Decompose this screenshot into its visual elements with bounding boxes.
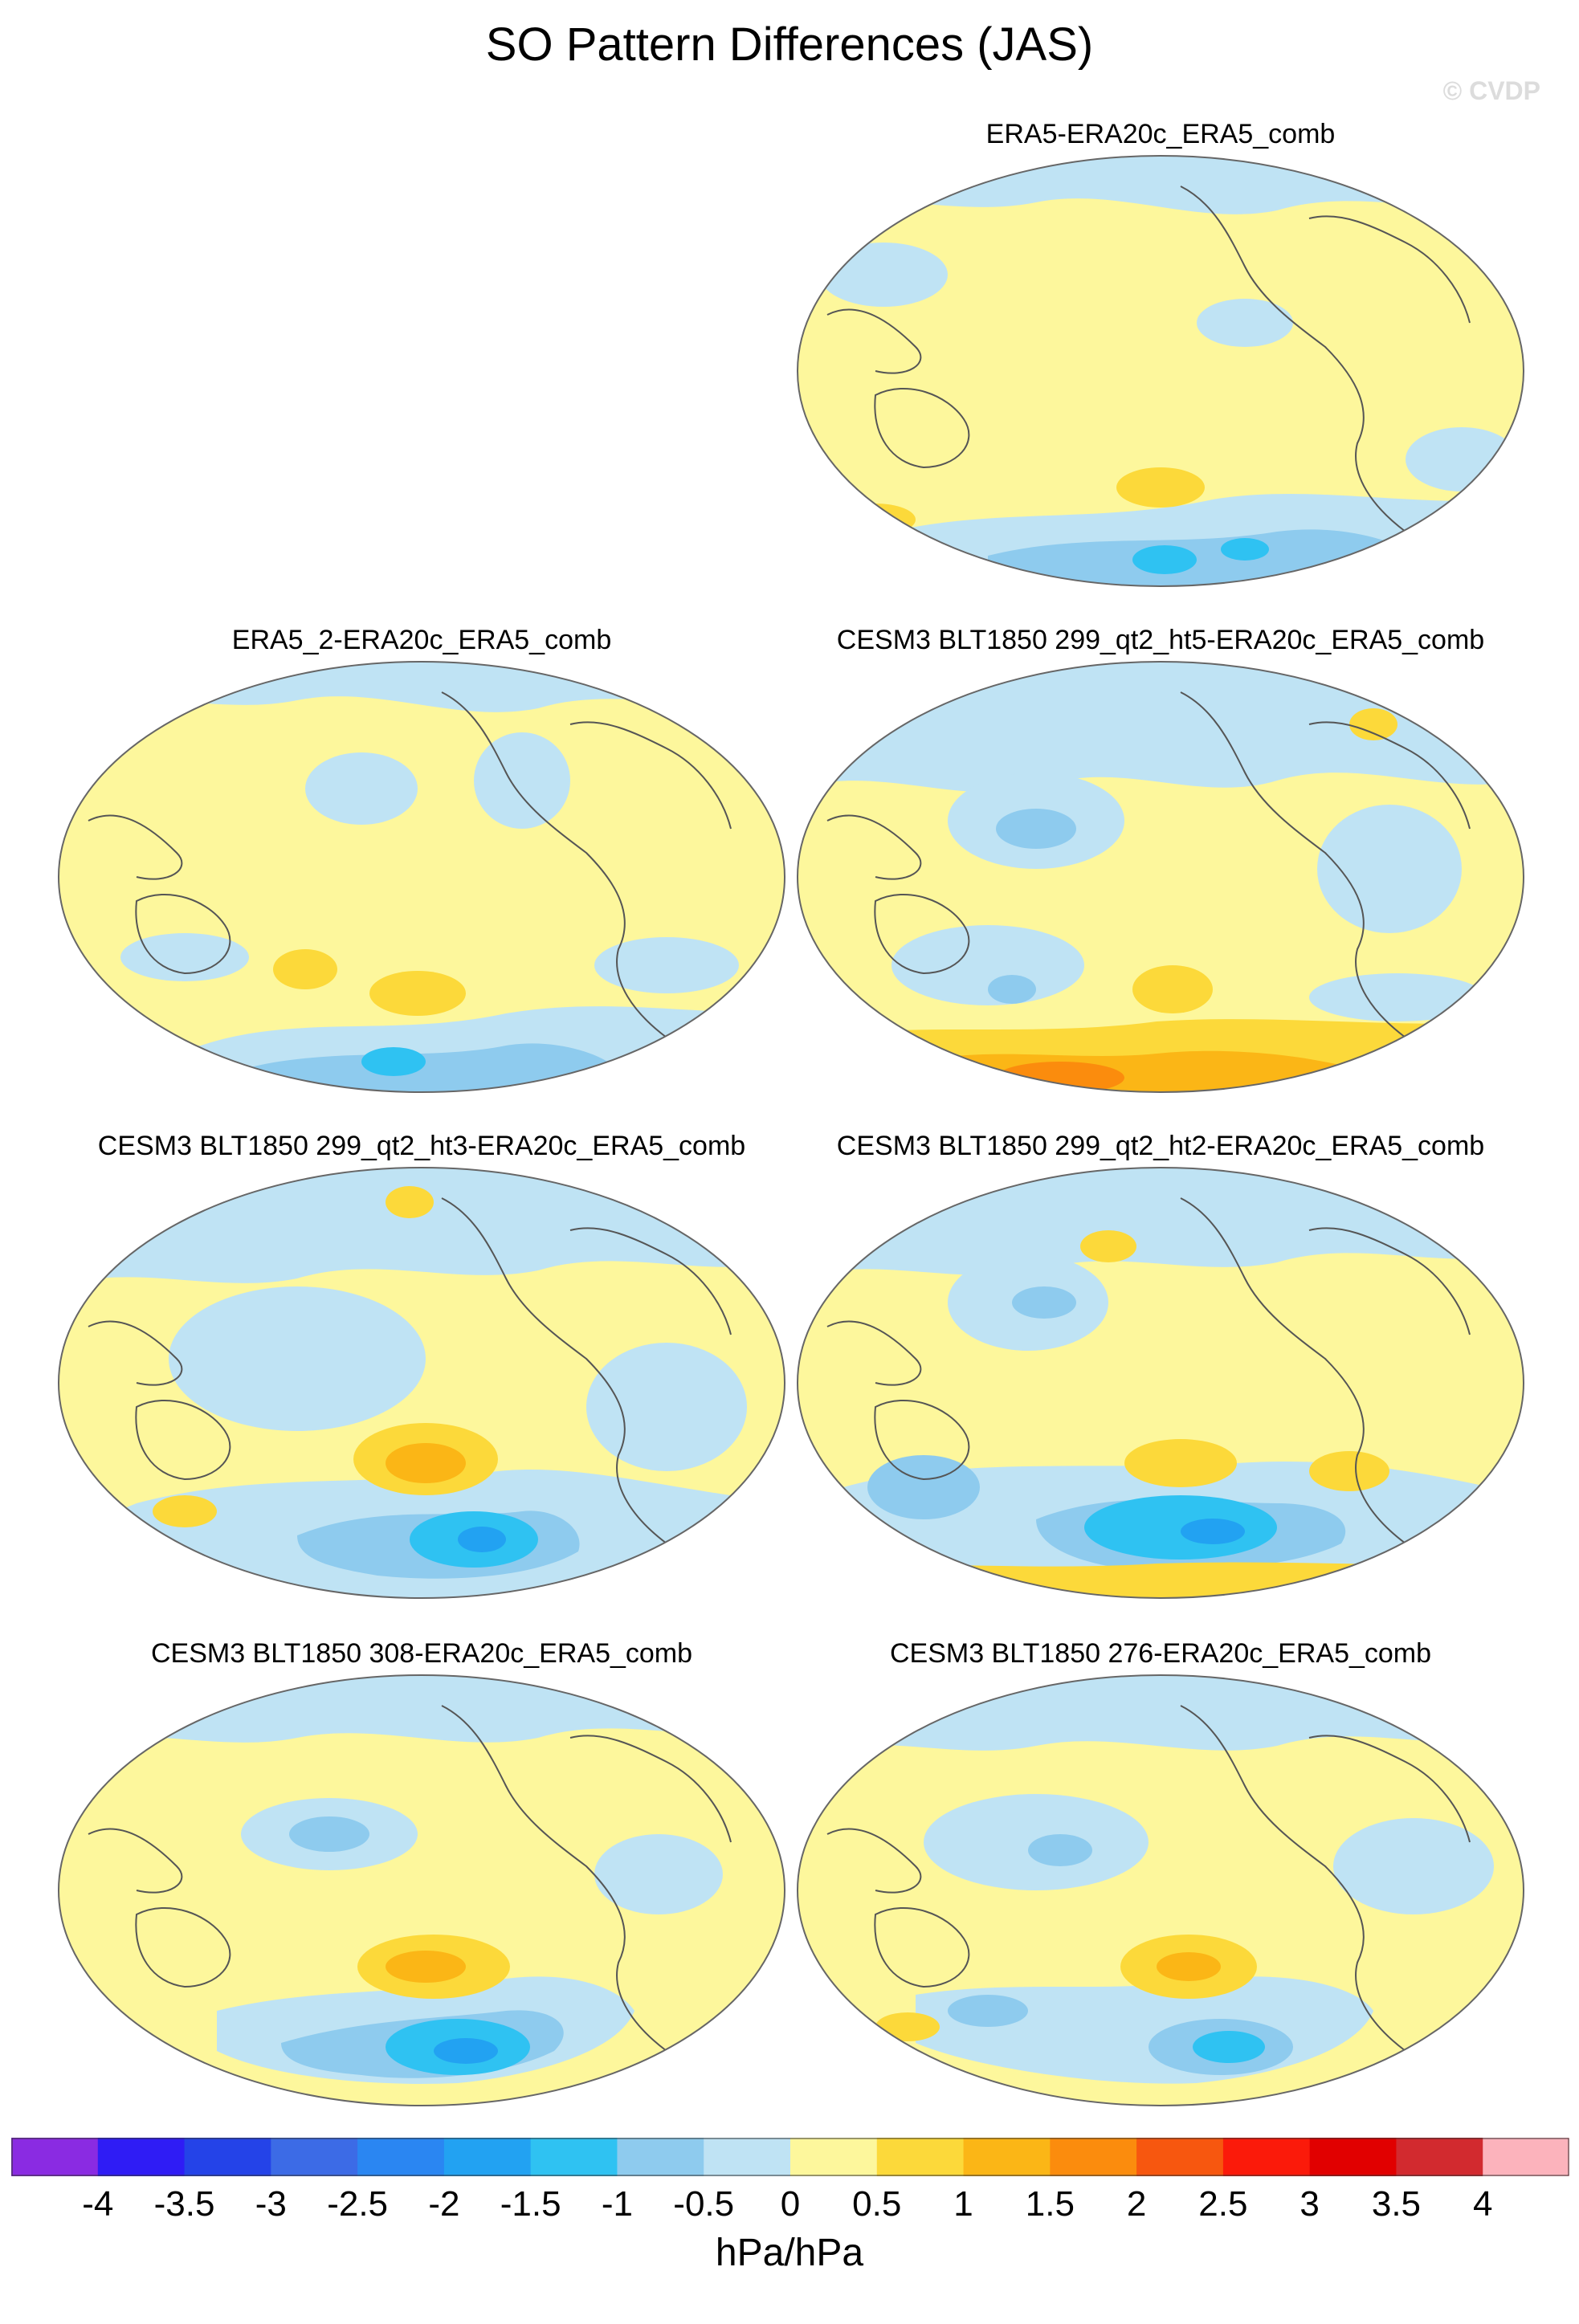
colorbar-units: hPa/hPa [715,2232,864,2274]
colorbar-swatch [1309,2138,1397,2176]
colorbar-tick-label: -3 [255,2184,287,2224]
colorbar-swatch [1222,2138,1311,2176]
map-308 [58,1674,785,2106]
colorbar-swatch [97,2138,186,2176]
colorbar-tick-label: 0.5 [852,2184,902,2224]
panel-title: CESM3 BLT1850 308-ERA20c_ERA5_comb [150,1638,693,1669]
colorbar-tick-label: 3.5 [1371,2184,1422,2224]
panel-title: CESM3 BLT1850 276-ERA20c_ERA5_comb [889,1638,1432,1669]
colorbar-tick-label: -0.5 [673,2184,735,2224]
map-panel-ht2: CESM3 BLT1850 299_qt2_ht2-ERA20c_ERA5_co… [795,1131,1526,1672]
panel-title: CESM3 BLT1850 299_qt2_ht3-ERA20c_ERA5_co… [97,1131,746,1161]
colorbar-tick-label: -2.5 [327,2184,389,2224]
colorbar-tick-label: -3.5 [153,2184,215,2224]
panel-title: CESM3 BLT1850 299_qt2_ht2-ERA20c_ERA5_co… [836,1131,1485,1161]
colorbar-swatch [617,2138,704,2176]
colorbar-swatch [1396,2138,1483,2176]
panel-title: ERA5-ERA20c_ERA5_comb [985,119,1336,149]
colorbar-swatch [963,2138,1051,2176]
colorbar-tick-label: 2.5 [1198,2184,1248,2224]
colorbar-swatch [1483,2138,1569,2176]
colorbar-tick-label: -1 [601,2184,633,2224]
colorbar-swatch [876,2138,965,2176]
colorbar-swatch [11,2138,99,2176]
map-era5 [797,155,1524,587]
map-ht2 [797,1167,1524,1599]
map-276 [797,1674,1524,2106]
colorbar-tick-label: 3 [1300,2184,1320,2224]
colorbar-tick-label: -2 [428,2184,460,2224]
colorbar-swatches [11,2138,1569,2176]
colorbar-tick-label: 1.5 [1025,2184,1075,2224]
colorbar-swatch [704,2138,791,2176]
map-ht5 [797,661,1524,1093]
colorbar-swatch [1136,2138,1224,2176]
map-panel-era5: ERA5-ERA20c_ERA5_comb [795,119,1526,660]
map-panel-ht3: CESM3 BLT1850 299_qt2_ht3-ERA20c_ERA5_co… [56,1131,787,1672]
colorbar-tick-label: -4 [82,2184,114,2224]
colorbar-swatch [530,2138,618,2176]
colorbar-tick-labels: -4 -3.5 -3 -2.5 -2 -1.5 -1 -0.5 0 0.5 1 1.5 2 2.5 3 3.5… [0,2184,1579,2232]
map-era5-2 [58,661,785,1093]
colorbar-swatch [790,2138,878,2176]
panel-title: CESM3 BLT1850 299_qt2_ht5-ERA20c_ERA5_co… [836,625,1485,655]
map-panel-ht5: CESM3 BLT1850 299_qt2_ht5-ERA20c_ERA5_co… [795,625,1526,1166]
colorbar-swatch [271,2138,358,2176]
colorbar-swatch [357,2138,445,2176]
colorbar-swatch [184,2138,271,2176]
colorbar-tick-label: 0 [780,2184,801,2224]
map-panel-308: CESM3 BLT1850 308-ERA20c_ERA5_comb [56,1638,787,2179]
panel-title: ERA5_2-ERA20c_ERA5_comb [231,625,612,655]
colorbar-tick-label: 1 [953,2184,973,2224]
colorbar-tick-label: 4 [1472,2184,1493,2224]
colorbar-tick-label: -1.5 [500,2184,561,2224]
cvdp-watermark: © CVDP [1442,76,1540,105]
colorbar-swatch [1050,2138,1137,2176]
map-panel-era5-2: ERA5_2-ERA20c_ERA5_comb [56,625,787,1166]
map-panel-276: CESM3 BLT1850 276-ERA20c_ERA5_comb [795,1638,1526,2179]
colorbar-tick-label: 2 [1126,2184,1147,2224]
colorbar [11,2138,1569,2176]
colorbar-swatch [443,2138,532,2176]
map-ht3 [58,1167,785,1599]
figure-title: SO Pattern Differences (JAS) [485,18,1094,71]
